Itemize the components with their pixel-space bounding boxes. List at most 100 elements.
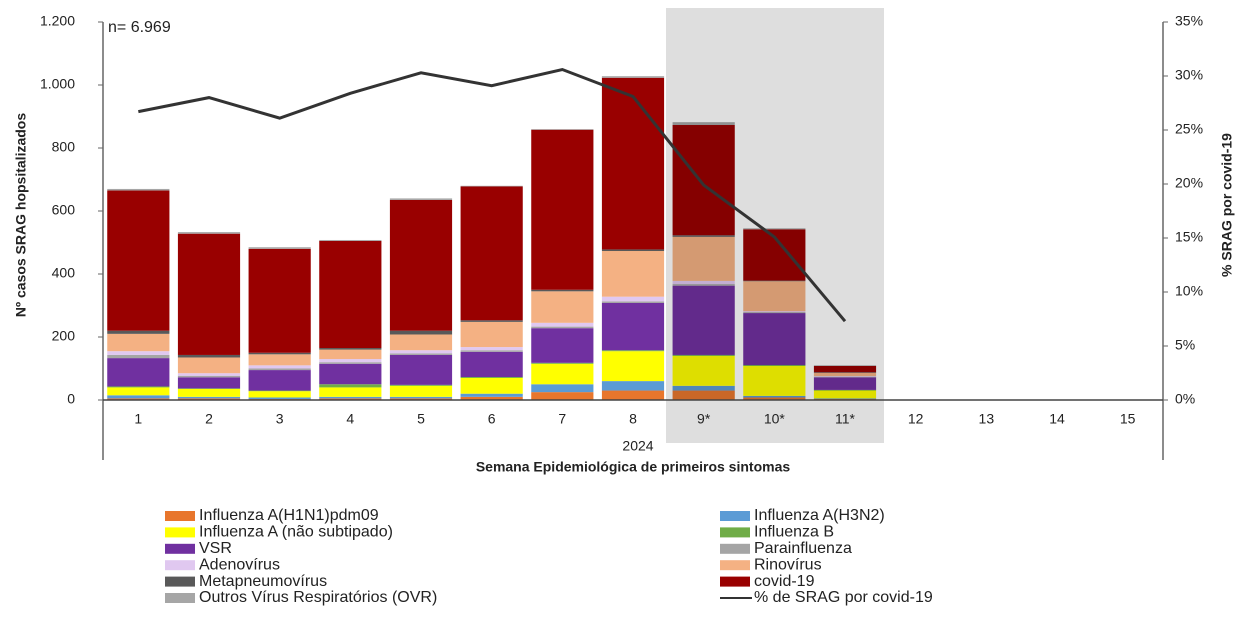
- bar-segment: [177, 354, 241, 358]
- bar-segment: [177, 388, 241, 389]
- y2-axis-title: % SRAG por covid-19: [1219, 133, 1235, 277]
- legend-swatch: [720, 543, 750, 554]
- x-tick-label: 9*: [697, 411, 711, 427]
- y-tick-label: 1.200: [40, 13, 75, 29]
- y2-tick-label: 15%: [1175, 229, 1203, 245]
- legend-swatch: [720, 576, 750, 587]
- bar-segment: [248, 352, 311, 355]
- bar-segment: [177, 233, 241, 355]
- y2-tick-label: 5%: [1175, 337, 1195, 353]
- bar-segment: [107, 398, 170, 400]
- bar-segment: [319, 359, 382, 363]
- bar-segment: [389, 398, 453, 400]
- bar-segment: [460, 186, 523, 321]
- bar-segment: [389, 384, 453, 386]
- legend-label: Adenovírus: [199, 556, 280, 573]
- y2-tick-label: 10%: [1175, 283, 1203, 299]
- bar-segment: [460, 350, 523, 352]
- bar-segment: [107, 190, 170, 331]
- bar-segment: [389, 334, 453, 351]
- bar-segment: [107, 333, 170, 352]
- bar-segment: [460, 393, 523, 397]
- legend-swatch: [720, 511, 750, 521]
- bar-segment: [531, 392, 594, 400]
- legend-label: Influenza A(H1N1)pdm09: [199, 507, 379, 524]
- bar-segment: [531, 362, 594, 364]
- bar-segment: [601, 390, 665, 400]
- x-tick-label: 2: [205, 411, 213, 427]
- bar-segment: [177, 373, 241, 376]
- x-tick-label: 7: [558, 411, 566, 427]
- legend-swatch: [720, 527, 750, 538]
- bar-segment: [531, 326, 594, 329]
- y-tick-label: 0: [67, 391, 75, 407]
- bar-segment: [601, 301, 665, 303]
- x-tick-label: 4: [346, 411, 354, 427]
- x-tick-label: 15: [1120, 411, 1136, 427]
- bar-segment: [107, 354, 170, 359]
- annotation: n= 6.969: [108, 19, 171, 36]
- bar-segment: [319, 349, 382, 360]
- bar-segment: [601, 77, 665, 250]
- bar-segment: [107, 386, 170, 388]
- bar-segment: [601, 350, 665, 352]
- bar-segment: [460, 320, 523, 322]
- x-tick-label: 13: [979, 411, 995, 427]
- bar-segment: [460, 321, 523, 348]
- bar-segment: [177, 375, 241, 378]
- bar-segment: [248, 368, 311, 371]
- legend-label: Metapneumovírus: [199, 573, 327, 590]
- bar-segment: [319, 239, 382, 241]
- bar-segment: [319, 396, 382, 399]
- x-tick-label: 8: [629, 411, 637, 427]
- bar-segment: [177, 357, 241, 374]
- bar-segment: [601, 302, 665, 351]
- legend-label: Influenza A (não subtipado): [199, 524, 393, 541]
- legend-label: Parainfluenza: [754, 540, 852, 557]
- bar-segment: [107, 188, 170, 191]
- x-tick-label: 12: [908, 411, 924, 427]
- y-tick-label: 200: [52, 328, 76, 344]
- bar-segment: [389, 354, 453, 385]
- bar-segment: [460, 351, 523, 378]
- bar-segment: [319, 348, 382, 350]
- bar-segment: [460, 396, 523, 400]
- bar-segment: [389, 199, 453, 331]
- x-tick-label: 14: [1049, 411, 1065, 427]
- bar-segment: [389, 353, 453, 355]
- bar-segment: [319, 240, 382, 349]
- bar-segment: [531, 363, 594, 385]
- preliminary-shade: [666, 8, 884, 443]
- bar-segment: [177, 396, 241, 399]
- bar-segment: [601, 251, 665, 297]
- y2-tick-label: 30%: [1175, 67, 1203, 83]
- x-tick-label: 10*: [764, 411, 786, 427]
- bar-segment: [601, 381, 665, 391]
- legend-swatch: [165, 593, 195, 603]
- bar-segment: [248, 248, 311, 353]
- bar-segment: [389, 350, 453, 354]
- legend-swatch: [165, 543, 195, 554]
- bar-segment: [248, 391, 311, 398]
- legend-label: Influenza B: [754, 524, 834, 541]
- bar-segment: [248, 390, 311, 392]
- bar-segment: [460, 377, 523, 394]
- bar-segment: [177, 377, 241, 389]
- y-axis-title: Nº casos SRAG hopsitalizados: [13, 113, 29, 317]
- bar-segment: [177, 398, 241, 400]
- y2-tick-label: 0%: [1175, 391, 1195, 407]
- bar-segment: [531, 384, 594, 393]
- legend-label: VSR: [199, 540, 232, 557]
- y-tick-label: 600: [52, 202, 76, 218]
- bar-segment: [601, 249, 665, 252]
- bar-segment: [531, 129, 594, 290]
- bar-segment: [460, 377, 523, 378]
- bar-segment: [319, 362, 382, 364]
- bar-segment: [460, 347, 523, 351]
- bar-segment: [601, 296, 665, 302]
- legend-label: % de SRAG por covid-19: [754, 589, 933, 606]
- y-tick-label: 800: [52, 139, 76, 155]
- x-axis-title: Semana Epidemiológica de primeiros sinto…: [476, 459, 791, 475]
- legend-swatch: [165, 527, 195, 538]
